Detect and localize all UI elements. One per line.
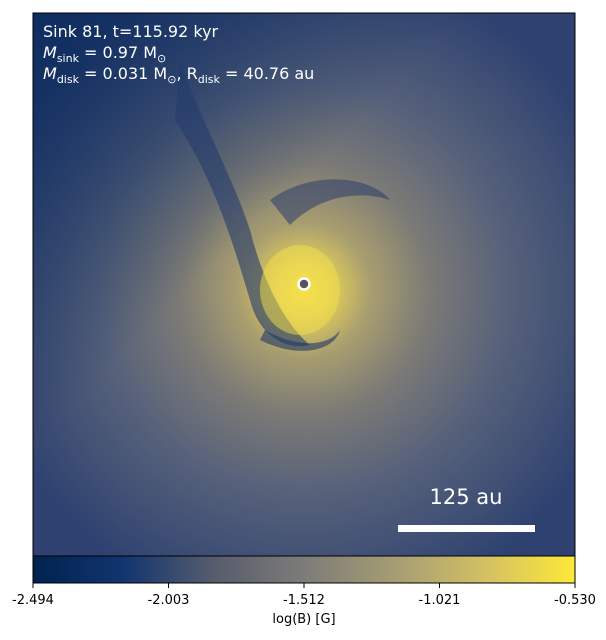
- annotation-text: = 40.76 au: [220, 64, 314, 83]
- colorbar-label: log(B) [G]: [272, 612, 335, 627]
- annotation-line: Sink 81, t=115.92 kyr: [43, 22, 219, 41]
- colorbar-tick-label: -2.003: [148, 593, 190, 608]
- annotation-text: = 0.031 M: [79, 64, 167, 83]
- scale-bar-label: 125 au: [430, 485, 503, 509]
- annotation-line: Msink = 0.97 M⊙: [43, 43, 166, 65]
- colorbar-tick-label: -1.021: [419, 593, 461, 608]
- annotation-text: , R: [176, 64, 197, 83]
- colorbar: [32, 555, 576, 584]
- annotation-subscript: ⊙: [167, 73, 176, 86]
- annotation-subscript: disk: [57, 73, 80, 86]
- colorbar-ticks: -2.494 -2.003 -1.512 -1.021 -0.530: [12, 583, 596, 608]
- annotation-text: Sink 81, t=115.92 kyr: [43, 22, 219, 41]
- colorbar-tick-label: -1.512: [283, 593, 325, 608]
- annotation-text: = 0.97 M: [79, 43, 157, 62]
- annotation-subscript: disk: [198, 73, 221, 86]
- scale-bar: [398, 525, 535, 532]
- colorbar-tick-label: -2.494: [12, 593, 54, 608]
- annotation-subscript: sink: [57, 52, 80, 65]
- annotation-subscript: ⊙: [157, 52, 166, 65]
- annotation-line: Mdisk = 0.031 M⊙, Rdisk = 40.76 au: [43, 64, 314, 86]
- sink-marker: [297, 277, 311, 291]
- colorbar-tick-label: -0.530: [554, 593, 596, 608]
- annotation-text: M: [43, 64, 57, 83]
- annotation-text: M: [43, 43, 57, 62]
